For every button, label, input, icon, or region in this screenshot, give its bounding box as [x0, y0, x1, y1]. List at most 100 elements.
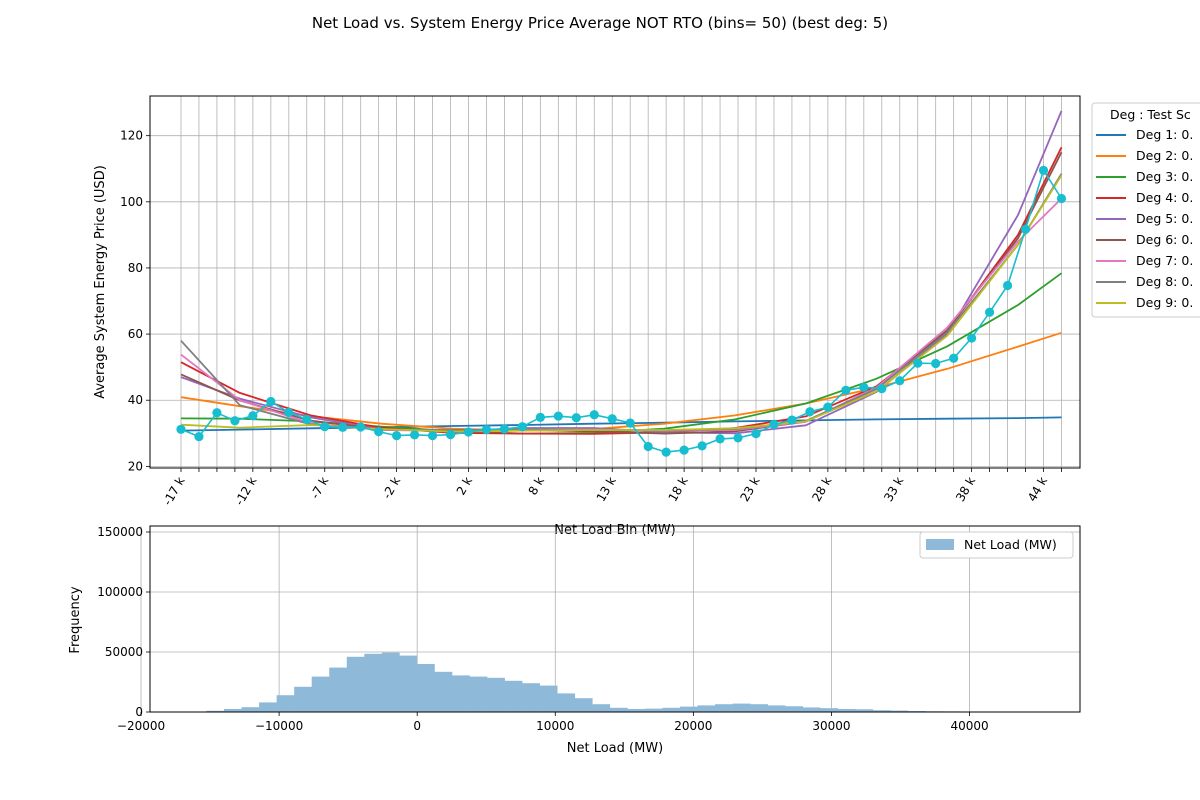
binned-average-point [481, 425, 492, 435]
bottom-y-tick-label: 0 [135, 705, 143, 719]
binned-average-point [356, 422, 366, 432]
histogram-bar [487, 677, 505, 712]
histogram-bar [259, 702, 277, 712]
bottom-y-tick-label: 100000 [97, 585, 143, 599]
top-x-tick-label: 33 k [881, 474, 906, 504]
histogram-bar [381, 652, 400, 712]
binned-average-point [392, 430, 402, 441]
bottom-y-tick-label: 50000 [105, 645, 143, 659]
histogram-bar [732, 703, 751, 712]
top-x-tick-label: -7 k [308, 474, 332, 501]
top-y-axis-label: Average System Energy Price (USD) [93, 165, 108, 399]
histogram-chart: 0 50000 100000 150000 −20000 −10000 0 10000 200… [68, 525, 1081, 756]
top-x-axis-label: Net Load Bin (MW) [554, 523, 675, 538]
histogram-bar [802, 707, 821, 712]
bottom-x-tick-label: −20000 [117, 719, 165, 733]
histogram-bar [434, 671, 453, 712]
binned-average-point [1056, 193, 1067, 204]
legend-entry-label: Deg 5: 0. [1136, 211, 1193, 226]
binned-average-point [895, 376, 905, 386]
binned-average-point [679, 445, 689, 455]
top-legend: Deg : Test Sc Deg 1: 0. Deg 2: 0. Deg 3: 0… [1091, 102, 1200, 318]
bottom-y-ticks: 0 50000 100000 150000 [97, 525, 150, 719]
fit-line-deg-8 [180, 173, 1063, 432]
histogram-bar [785, 706, 804, 712]
binned-average-point [823, 402, 833, 412]
bottom-y-tick-label: 150000 [97, 525, 143, 539]
histogram-bar [364, 653, 383, 712]
histogram-bar [539, 685, 558, 712]
binned-average-point [248, 411, 258, 421]
legend-entry-label: Deg 9: 0. [1136, 295, 1193, 310]
legend-entry-label: Deg 6: 0. [1136, 232, 1193, 247]
top-x-tick-label: 38 k [953, 474, 978, 504]
binned-average-point [625, 418, 635, 428]
fit-line-deg-6 [180, 151, 1063, 435]
histogram-bar [294, 686, 312, 712]
legend-entry-label: Deg 3: 0. [1136, 169, 1193, 184]
bottom-x-tick-label: 0 [413, 719, 421, 733]
top-x-tick-label: 28 k [809, 474, 834, 504]
top-x-tick-label: 23 k [737, 474, 762, 504]
binned-average-point [427, 430, 438, 441]
fit-line-deg-5 [180, 110, 1063, 435]
binned-average-point [859, 382, 869, 392]
histogram-bar [329, 667, 348, 712]
binned-average-point [445, 430, 456, 440]
top-x-tick-label: 44 k [1025, 474, 1050, 504]
top-y-tick-label: 20 [128, 459, 143, 473]
binned-average-line [180, 168, 1063, 453]
histogram-bar [890, 710, 909, 712]
binned-average-point [1038, 165, 1049, 175]
binned-average-point [266, 396, 276, 407]
histogram-bar [522, 683, 540, 712]
histogram-bars [171, 652, 1049, 712]
bottom-x-tick-label: 40000 [950, 719, 988, 733]
binned-average-point [967, 333, 977, 343]
histogram-bar [627, 709, 646, 712]
binned-average-point [535, 412, 545, 423]
bottom-legend: Net Load (MW) [919, 531, 1074, 559]
histogram-bar [416, 664, 435, 712]
binned-average-point [338, 422, 348, 432]
top-y-tick-label: 120 [120, 129, 143, 143]
bottom-x-tick-label: 20000 [674, 719, 712, 733]
histogram-bar [451, 675, 470, 712]
top-fit-lines [180, 110, 1063, 435]
binned-average-point [374, 427, 384, 437]
histogram-bar [837, 709, 856, 712]
histogram-bar [574, 698, 593, 712]
top-y-tick-label: 100 [120, 195, 143, 209]
binned-average-point [230, 416, 240, 426]
top-y-tick-label: 40 [128, 393, 143, 407]
price-fit-chart: 20 40 60 80 100 120 -17 k -12 k -7 k -2 k 2 k 8 k 1… [93, 95, 1081, 538]
histogram-bar [715, 704, 733, 712]
binned-average-point [571, 413, 581, 423]
top-y-ticks: 20 40 60 80 100 120 [120, 129, 150, 473]
histogram-bar [750, 704, 768, 712]
binned-average-point [697, 441, 707, 451]
top-legend-items: Deg 1: 0. Deg 2: 0. Deg 3: 0. Deg 4: 0. Deg … [1096, 127, 1193, 310]
histogram-bar [767, 705, 786, 712]
top-x-ticks: -17 k -12 k -7 k -2 k 2 k 8 k 13 k 18 k 23 k 28 k… [160, 468, 1062, 508]
binned-average-point [320, 422, 330, 432]
top-x-tick-label: -17 k [160, 474, 187, 507]
histogram-bar [609, 707, 628, 712]
legend-entry-label: Deg 4: 0. [1136, 190, 1193, 205]
binned-average-point [194, 431, 204, 442]
binned-average-point [553, 411, 563, 421]
histogram-bar [311, 676, 330, 712]
bottom-x-ticks: −20000 −10000 0 10000 20000 30000 40000 [117, 712, 989, 733]
fit-line-deg-4 [180, 146, 1063, 435]
binned-average-point [733, 433, 743, 443]
binned-average-point [1020, 224, 1031, 234]
histogram-bar [469, 676, 488, 712]
binned-average-point [984, 307, 995, 317]
histogram-bar [872, 710, 891, 712]
top-x-tick-label: -2 k [380, 474, 404, 501]
binned-average-point [409, 430, 420, 440]
top-y-tick-label: 80 [128, 261, 143, 275]
binned-average-point [643, 441, 653, 452]
histogram-bar [399, 655, 418, 712]
